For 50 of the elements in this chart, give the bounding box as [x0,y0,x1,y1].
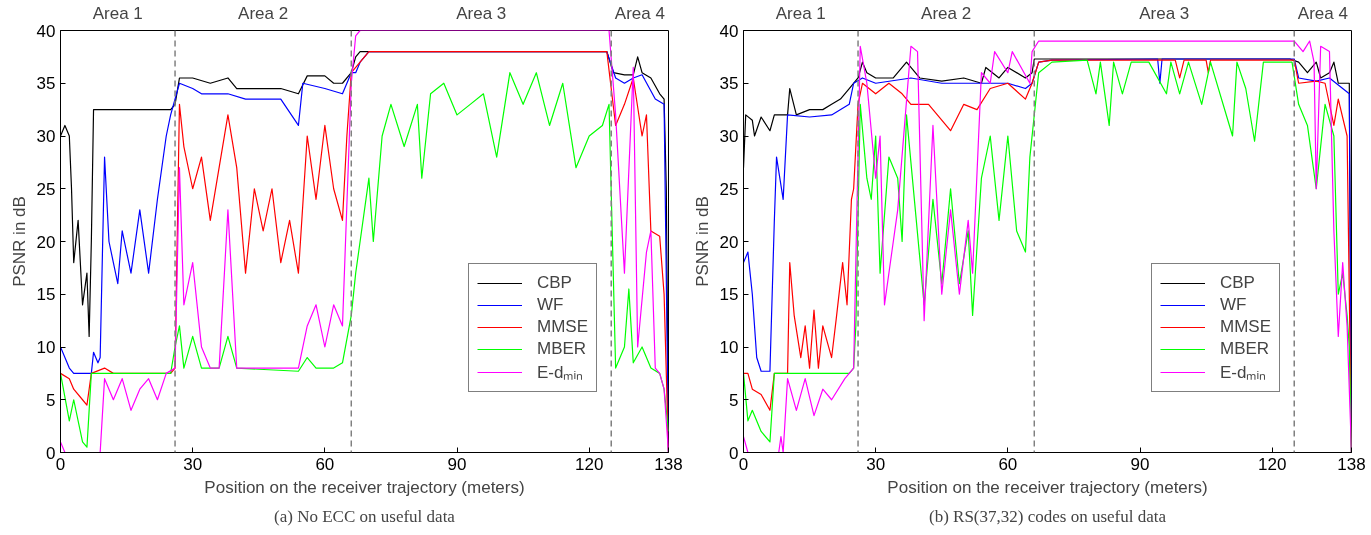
x-tick-label: 90 [1130,454,1150,474]
legend-label: E-dₘᵢₙ [1220,362,1267,383]
x-tick-label: 30 [866,454,886,474]
y-tick-label: 25 [719,179,739,199]
y-tick-label: 40 [36,21,56,41]
y-tick-label: 35 [36,74,56,94]
legend-label: MBER [537,338,587,360]
legend-label: E-dₘᵢₙ [537,362,584,383]
legend-label: CBP [1220,272,1255,294]
x-tick-label: 90 [447,454,467,474]
y-tick-label: 5 [46,390,56,410]
y-axis-title: PSNR in dB [9,196,29,287]
text: Area 2 [238,3,289,23]
legend-label: WF [537,294,564,316]
y-tick-label: 25 [36,179,56,199]
text: Area 3 [1139,3,1190,23]
text: Area 3 [456,3,507,23]
y-tick-label: 5 [729,390,739,410]
text: Area 1 [92,3,143,23]
text: Area 1 [775,3,826,23]
y-tick-label: 30 [719,127,739,146]
text: (a) No ECC on useful data [274,506,456,526]
y-tick-label: 20 [719,232,739,252]
y-tick-label: 15 [719,285,739,305]
y-axis-title: PSNR in dB [692,196,712,287]
legend-label: MMSE [537,316,588,338]
x-tick-label: 60 [998,454,1018,474]
text: Area 4 [614,3,665,23]
legend-label: MMSE [1220,316,1271,338]
y-tick-label: 20 [36,232,56,252]
legend-label: MBER [1220,338,1270,360]
y-tick-label: 10 [719,338,739,357]
x-tick-label: 120 [1258,454,1287,474]
x-axis-title: Position on the receiver trajectory (meters) [887,477,1208,497]
legend-label: CBP [537,272,572,294]
x-tick-label: 120 [575,454,604,474]
y-tick-label: 40 [719,21,739,41]
y-tick-label: 15 [36,285,56,305]
x-tick-label: 30 [183,454,203,474]
y-tick-label: 10 [36,338,56,357]
text: Area 2 [921,3,972,23]
text: Area 4 [1297,3,1348,23]
x-tick-label: 60 [315,454,335,474]
x-axis-title: Position on the receiver trajectory (meters) [204,477,525,497]
y-tick-label: 35 [719,74,739,94]
x-tick-label: 138 [1337,454,1366,474]
text: (b) RS(37,32) codes on useful data [929,506,1167,526]
x-tick-label: 138 [654,454,683,474]
y-tick-label: 30 [36,127,56,146]
legend-label: WF [1220,294,1247,316]
